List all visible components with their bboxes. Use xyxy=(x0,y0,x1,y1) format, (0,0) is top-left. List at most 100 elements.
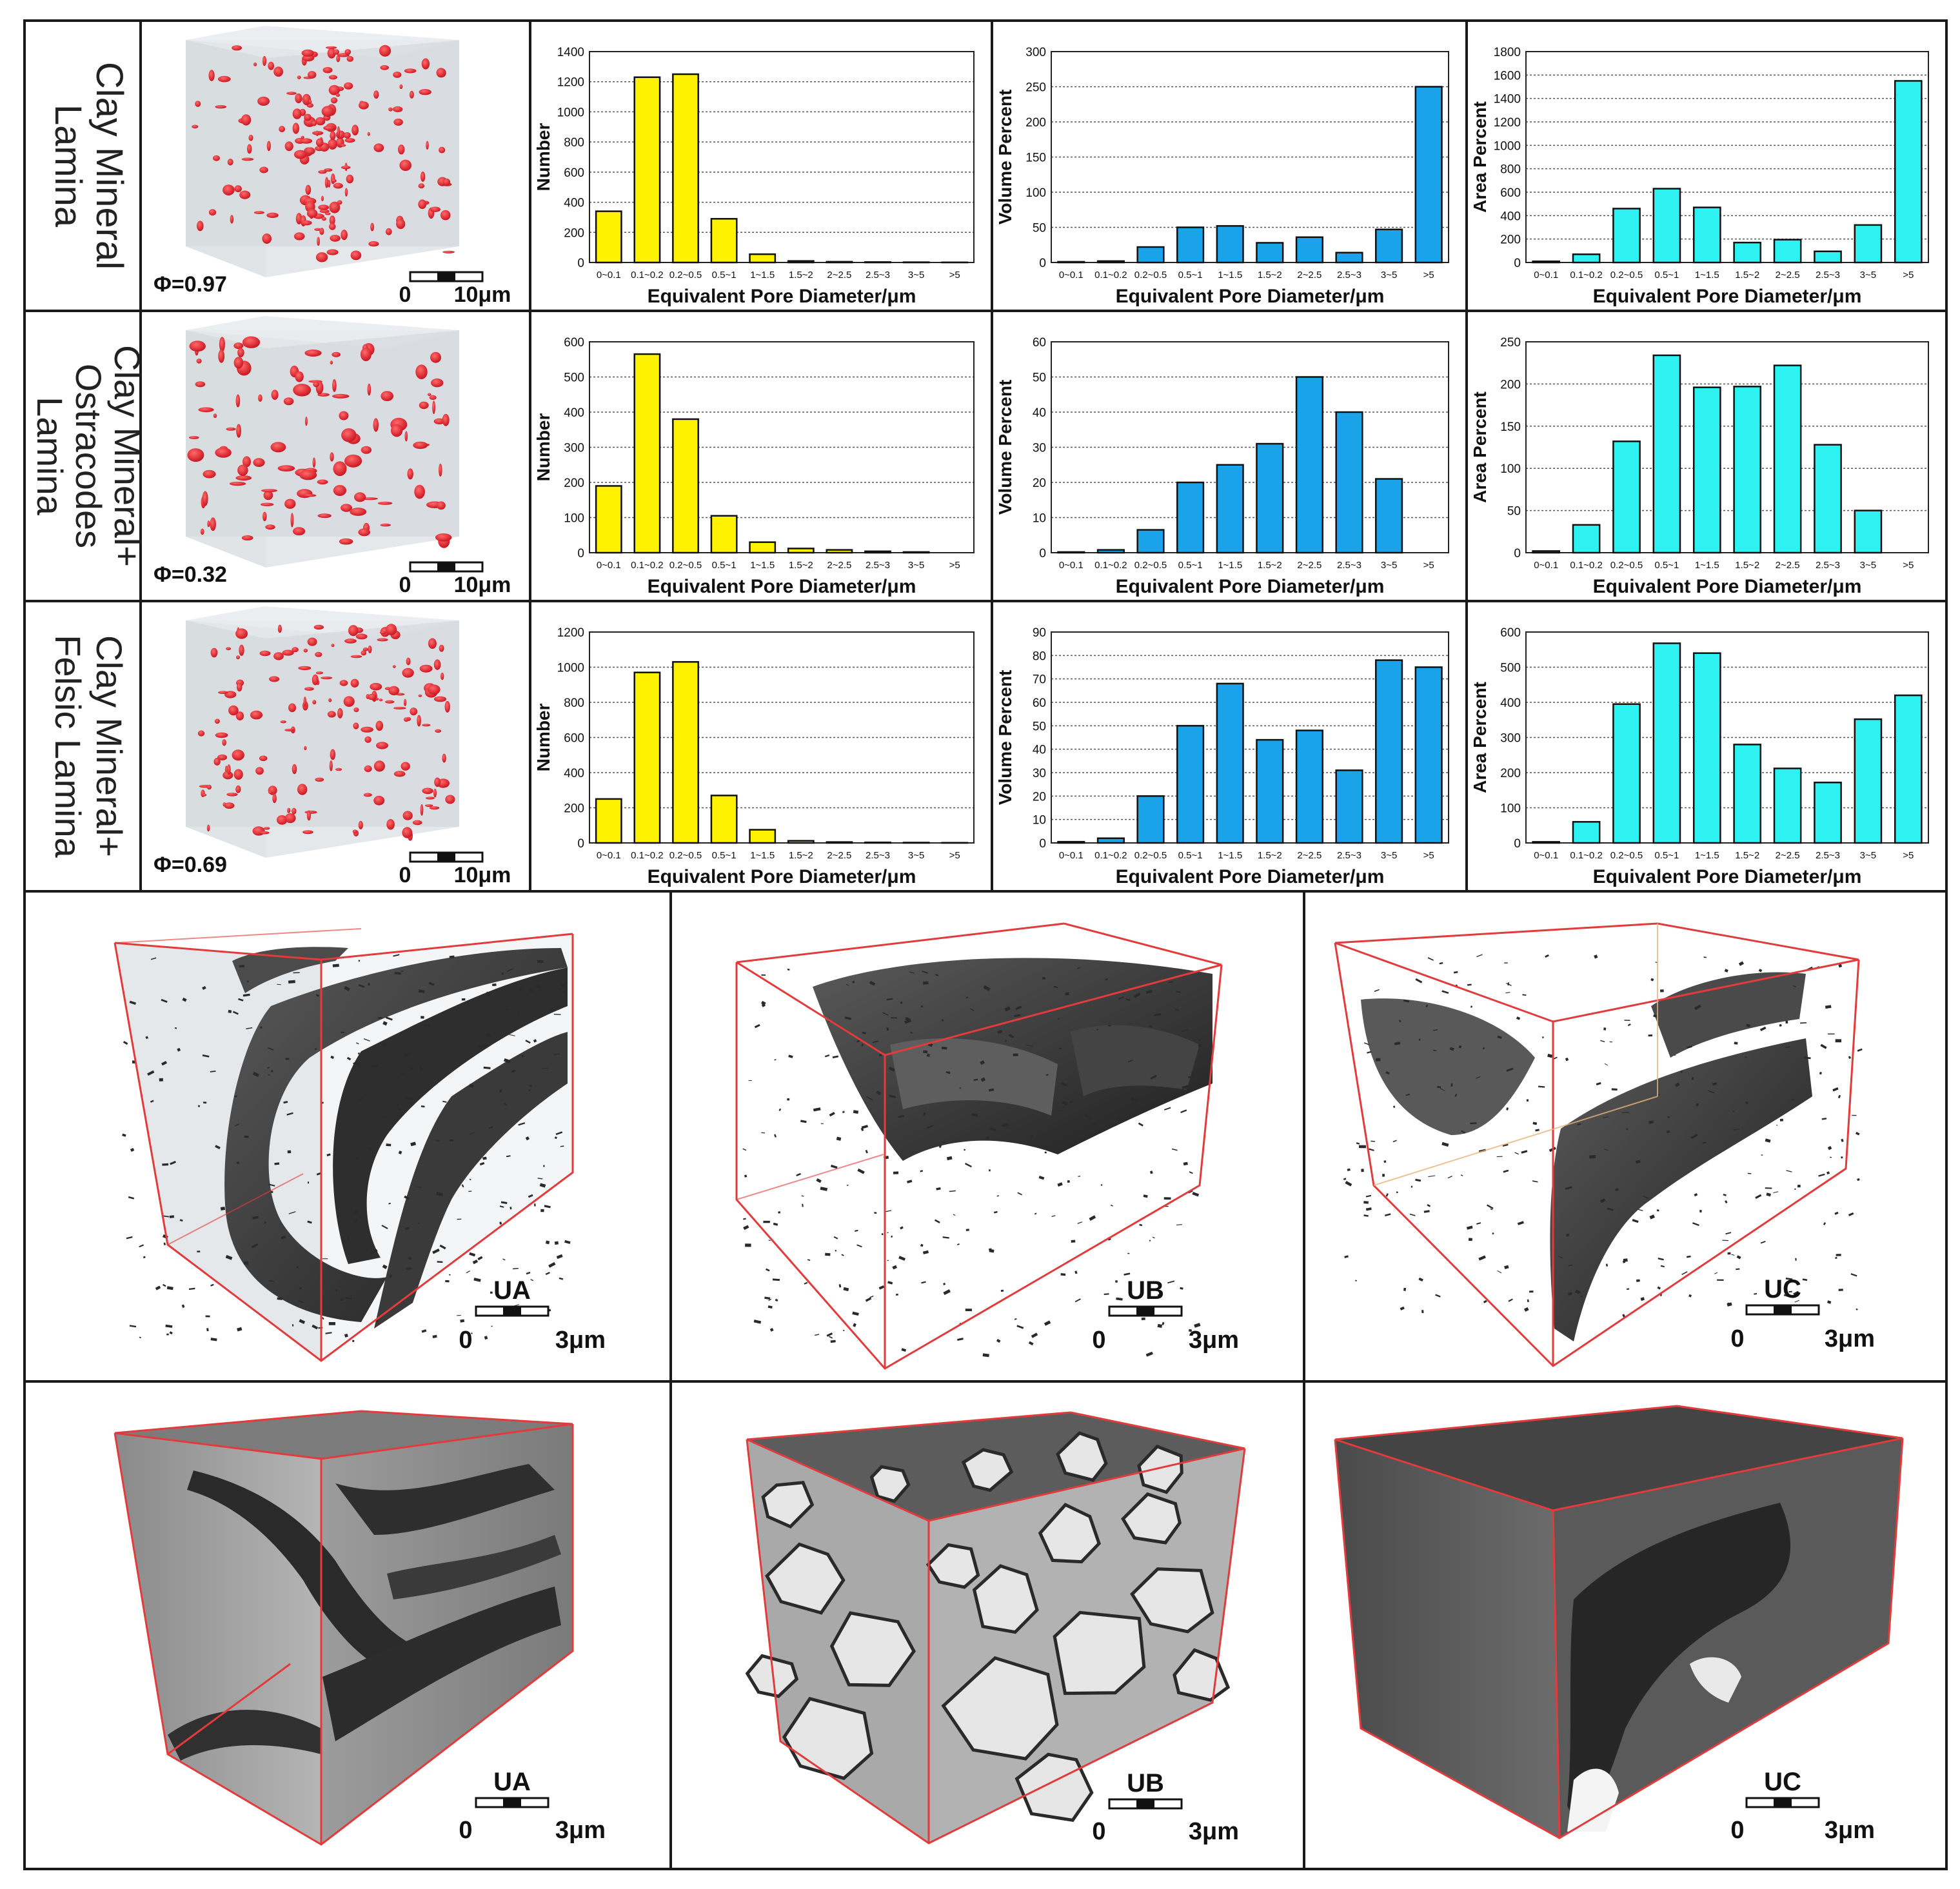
pore-speck xyxy=(418,989,425,993)
pore-speck xyxy=(545,1271,550,1275)
pore-speck xyxy=(477,1256,483,1261)
pore xyxy=(307,637,317,646)
pore-speck xyxy=(357,1052,360,1055)
plot-area xyxy=(1051,51,1449,263)
pore-speck xyxy=(1547,1053,1553,1058)
pore-speck xyxy=(964,1149,966,1151)
y-tick-label: 1200 xyxy=(557,76,584,90)
pore xyxy=(215,732,228,738)
pore-speck xyxy=(820,1123,824,1125)
pore xyxy=(373,143,384,152)
row-label-3-line-2: Felsic Lamina xyxy=(48,635,88,858)
pore-speck xyxy=(882,1012,889,1016)
pore xyxy=(360,347,371,362)
pore xyxy=(370,223,374,232)
pore-speck xyxy=(1848,1212,1854,1216)
pore-speck xyxy=(742,1148,747,1151)
mineral-grain xyxy=(829,1611,916,1687)
x-tick-label: 2.5~3 xyxy=(1816,270,1840,281)
pore-speck xyxy=(941,1046,947,1050)
pore-speck xyxy=(778,1108,782,1111)
bar-number-1-3 xyxy=(710,218,738,264)
pore-speck xyxy=(244,1135,249,1138)
pore-speck xyxy=(989,1169,991,1172)
pore-speck xyxy=(774,1134,777,1138)
pore-speck xyxy=(1143,1194,1148,1198)
x-tick-label: 0.2~0.5 xyxy=(1610,270,1643,281)
pore-speck xyxy=(1522,994,1527,996)
bar-area-2-3 xyxy=(1652,354,1681,554)
pore xyxy=(303,494,317,497)
pore xyxy=(301,220,312,226)
pore-speck xyxy=(1855,1131,1860,1136)
pore-speck xyxy=(526,1271,531,1275)
plot-area xyxy=(1051,341,1449,553)
y-tick-label: 200 xyxy=(564,802,584,816)
pore xyxy=(379,45,391,57)
cube-scalebar-2: 0 10μm xyxy=(399,561,511,597)
pore xyxy=(262,511,267,522)
pore-speck xyxy=(1696,1103,1699,1107)
pore-speck xyxy=(1725,1232,1732,1235)
pore-speck xyxy=(1117,1116,1122,1120)
y-tick-label: 50 xyxy=(1033,720,1046,733)
pore-speck xyxy=(129,1000,137,1005)
pore-speck xyxy=(1044,1320,1051,1326)
pore-speck xyxy=(1398,1020,1401,1023)
x-tick-label: 1.5~2 xyxy=(789,850,813,861)
plot-area xyxy=(1525,631,1929,844)
pore-speck xyxy=(1660,989,1664,993)
x-tick-label: >5 xyxy=(1423,270,1434,281)
x-tick-label: 2.5~3 xyxy=(866,850,890,861)
pore-speck xyxy=(1577,1123,1581,1125)
pore xyxy=(232,749,244,761)
pore-speck xyxy=(499,1089,502,1093)
pore xyxy=(361,446,372,454)
pore xyxy=(192,124,199,129)
pore xyxy=(318,170,327,174)
view-label-ub-top-text: UB xyxy=(1127,1276,1164,1305)
pore-speck xyxy=(920,1243,924,1247)
pore-speck xyxy=(316,1172,322,1176)
pore-speck xyxy=(1505,992,1510,994)
pore-speck xyxy=(1405,1093,1411,1096)
pore xyxy=(367,383,371,396)
pore-speck xyxy=(959,1087,962,1089)
pore xyxy=(312,700,317,705)
pore-speck xyxy=(901,1348,907,1352)
pore-speck xyxy=(1108,1025,1111,1027)
y-tick-label: 200 xyxy=(1025,116,1046,130)
x-axis-label: Equivalent Pore Diameter/μm xyxy=(1593,286,1862,307)
y-axis-label: Volume Percent xyxy=(995,380,1015,515)
x-tick-label: 2.5~3 xyxy=(866,270,890,281)
mineral-grain xyxy=(745,1654,799,1698)
pore-speck xyxy=(1699,1209,1702,1212)
pore-speck xyxy=(948,1071,951,1074)
pore-speck xyxy=(1067,1180,1070,1183)
pore xyxy=(330,452,334,462)
x-tick-label: 0.1~0.2 xyxy=(631,560,663,571)
pore-speck xyxy=(159,1078,163,1082)
pore xyxy=(312,457,316,468)
pore-speck xyxy=(147,1070,155,1076)
pore-speck xyxy=(1732,1110,1735,1113)
pore-speck xyxy=(344,1333,348,1338)
pore-speck xyxy=(1411,1185,1413,1188)
pore-speck xyxy=(1636,1279,1640,1282)
pore xyxy=(336,55,341,63)
pore-speck xyxy=(787,968,790,971)
pore-speck xyxy=(941,1019,944,1022)
pore xyxy=(235,785,241,793)
pore-speck xyxy=(1722,1240,1729,1241)
pore xyxy=(304,746,307,751)
pore-speck xyxy=(857,1168,865,1174)
pore xyxy=(343,132,351,139)
view-label-uc-top-text: UC xyxy=(1764,1275,1801,1303)
pore-speck xyxy=(1727,1252,1731,1255)
y-tick-label: 600 xyxy=(1500,186,1521,200)
pore xyxy=(326,249,339,255)
pore-speck xyxy=(969,1008,975,1011)
pore-speck xyxy=(220,1206,226,1211)
pore xyxy=(418,694,422,697)
x-tick-label: >5 xyxy=(1903,850,1914,861)
